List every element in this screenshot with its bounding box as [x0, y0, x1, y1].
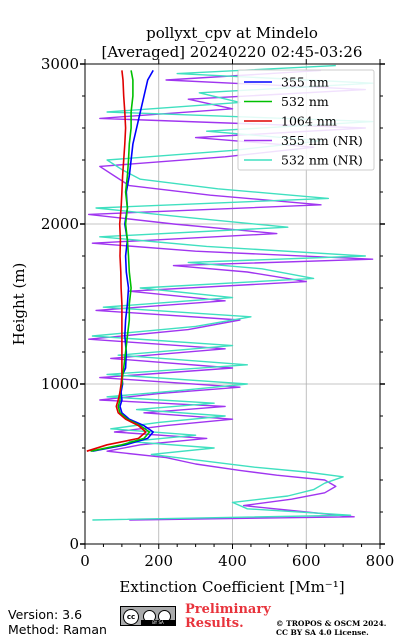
copyright-line1: © TROPOS & OSCM 2024.	[276, 619, 387, 628]
y-axis-label: Height (m)	[10, 263, 28, 346]
x-tick-label-1: 200	[144, 552, 173, 570]
x-tick-label-0: 0	[80, 552, 90, 570]
preliminary-results-text: Preliminary Results.	[185, 603, 271, 631]
copyright-line2: CC BY SA 4.0 License.	[276, 628, 369, 637]
x-axis-label: Extinction Coefficient [Mm⁻¹]	[119, 578, 344, 596]
x-tick-label-2: 400	[218, 552, 247, 570]
version-text: Version: 3.6	[8, 607, 83, 622]
series-line-355-nm-nr	[87, 69, 374, 521]
series-line-355-nm	[92, 70, 154, 452]
method-text: Method: Raman	[8, 622, 107, 637]
chart-title-line1: pollyxt_cpv at Mindelo	[146, 24, 318, 42]
chart-title-line2: [Averaged] 20240220 02:45-03:26	[102, 43, 363, 61]
cc-icon: cc	[123, 609, 139, 625]
cc-strip-text: BY SA	[141, 620, 175, 625]
legend-label-4: 532 nm (NR)	[281, 153, 363, 168]
series-line-532-nm-nr	[91, 64, 374, 521]
copyright-text: © TROPOS & OSCM 2024. CC BY SA 4.0 Licen…	[276, 619, 386, 637]
legend-box	[237, 69, 375, 171]
y-tick-label-3: 3000	[41, 55, 79, 73]
legend-label-1: 532 nm	[281, 94, 329, 109]
legend-label-3: 355 nm (NR)	[281, 133, 363, 148]
preliminary-line2: Results.	[185, 616, 244, 631]
series-line-532-nm	[90, 70, 151, 452]
x-tick-label-3: 600	[292, 552, 321, 570]
y-tick-label-2: 2000	[41, 215, 79, 233]
cc-license-badge: cc BY SA	[120, 606, 176, 626]
axis-ticks: 0 200 400 600 800 0 1000 2000 3000	[41, 55, 395, 570]
legend-label-0: 355 nm	[281, 75, 329, 90]
legend: 355 nm 532 nm 1064 nm 355 nm (NR) 532 nm (NR…	[237, 69, 375, 171]
x-tick-label-4: 800	[366, 552, 395, 570]
legend-label-2: 1064 nm	[281, 114, 337, 129]
y-tick-label-1: 1000	[41, 375, 79, 393]
preliminary-line1: Preliminary	[185, 602, 271, 617]
series-line-1064-nm	[86, 70, 147, 452]
series-group	[86, 64, 374, 521]
y-tick-label-0: 0	[69, 535, 79, 553]
